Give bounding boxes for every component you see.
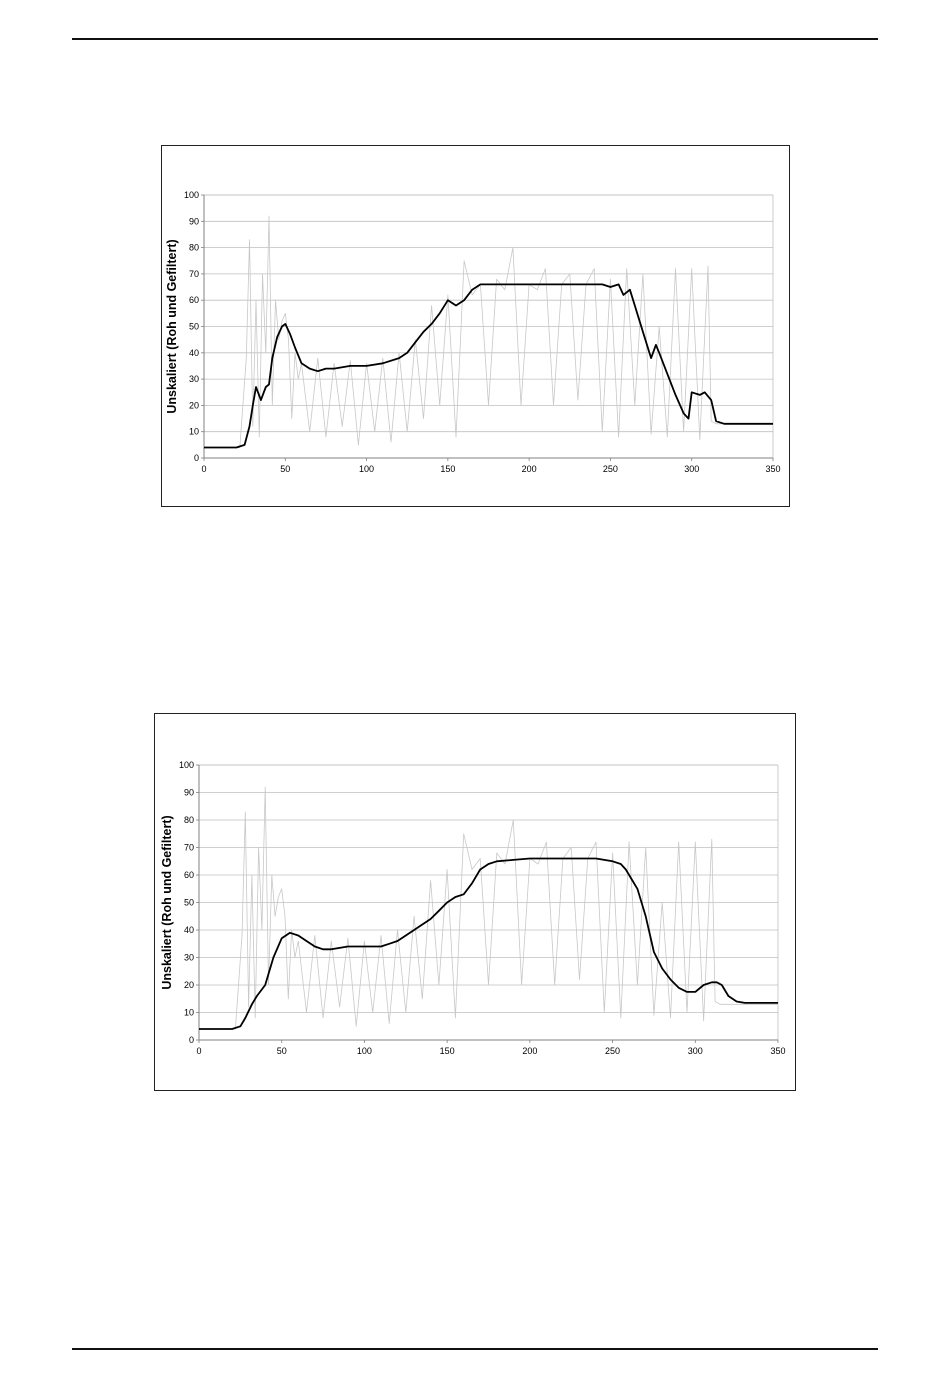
y-tick-label: 90 — [184, 788, 194, 798]
y-tick-label: 70 — [184, 843, 194, 853]
y-tick-label: 60 — [184, 870, 194, 880]
chart-2-svg: 0 10 20 30 40 50 60 70 80 90 100 0 50 100 150 200 250 300… — [160, 760, 786, 1056]
y-tick-label: 10 — [184, 1008, 194, 1018]
y-tick-label: 30 — [184, 953, 194, 963]
filtered-series-line — [204, 283, 773, 449]
chart-raw-vs-filtered-1: 0 10 20 30 40 50 60 70 80 90 100 0 50 100 150 200 250 300… — [161, 145, 790, 507]
chart-raw-vs-filtered-2: 0 10 20 30 40 50 60 70 80 90 100 0 50 100 150 200 250 300… — [154, 713, 796, 1091]
x-tick-label: 150 — [440, 464, 455, 474]
x-tick-label: 350 — [765, 464, 780, 474]
y-tick-label: 60 — [189, 295, 199, 305]
y-tick-label: 20 — [189, 400, 199, 410]
y-tick-label: 20 — [184, 980, 194, 990]
y-tick-label: 80 — [189, 243, 199, 253]
x-tick-label: 50 — [277, 1046, 287, 1056]
x-tick-label: 250 — [605, 1046, 620, 1056]
y-tick-label: 40 — [184, 925, 194, 935]
bottom-rule — [72, 1348, 878, 1350]
y-tick-label: 90 — [189, 216, 199, 226]
raw-series-line — [204, 215, 773, 448]
raw-series-line — [199, 786, 778, 1030]
y-tick-label: 80 — [184, 815, 194, 825]
x-tick-label: 0 — [201, 464, 206, 474]
y-tick-label: 40 — [189, 348, 199, 358]
y-tick-label: 0 — [189, 1035, 194, 1045]
x-tick-label: 0 — [196, 1046, 201, 1056]
top-rule — [72, 38, 878, 40]
y-tick-label: 100 — [179, 760, 194, 770]
y-tick-label: 10 — [189, 427, 199, 437]
x-tick-label: 200 — [522, 1046, 537, 1056]
y-tick-label: 50 — [189, 322, 199, 332]
y-axis-label: Unskaliert (Roh und Gefiltert) — [165, 239, 179, 413]
chart-1-svg: 0 10 20 30 40 50 60 70 80 90 100 0 50 100 150 200 250 300… — [165, 190, 781, 474]
x-tick-label: 100 — [359, 464, 374, 474]
y-tick-label: 70 — [189, 269, 199, 279]
x-tick-label: 150 — [440, 1046, 455, 1056]
x-tick-label: 350 — [770, 1046, 785, 1056]
x-tick-label: 300 — [688, 1046, 703, 1056]
x-tick-label: 300 — [684, 464, 699, 474]
x-tick-label: 50 — [280, 464, 290, 474]
filtered-series-line — [199, 857, 778, 1030]
x-tick-label: 200 — [522, 464, 537, 474]
x-tick-label: 250 — [603, 464, 618, 474]
y-tick-label: 100 — [184, 190, 199, 200]
y-tick-label: 50 — [184, 898, 194, 908]
y-axis-label: Unskaliert (Roh und Gefiltert) — [160, 815, 174, 989]
x-tick-label: 100 — [357, 1046, 372, 1056]
y-tick-label: 30 — [189, 374, 199, 384]
y-tick-label: 0 — [194, 453, 199, 463]
